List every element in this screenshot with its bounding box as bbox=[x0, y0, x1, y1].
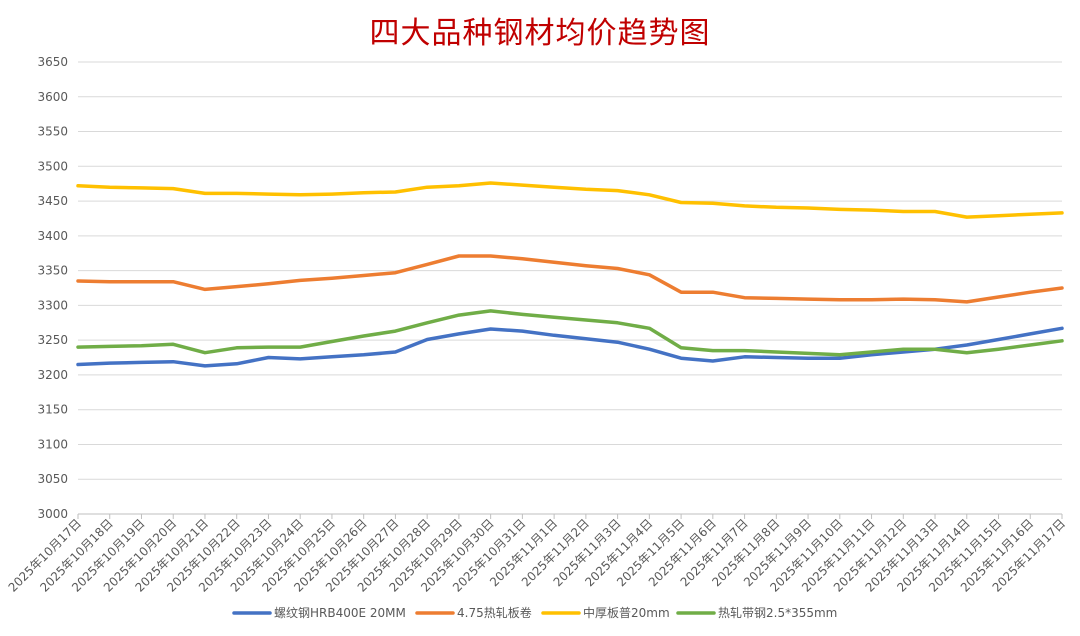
legend-label: 热轧带钢2.5*355mm bbox=[718, 606, 837, 620]
y-tick-label: 3000 bbox=[37, 507, 68, 521]
y-tick-label: 3200 bbox=[37, 368, 68, 382]
series-layer bbox=[76, 181, 1064, 368]
y-tick-label: 3350 bbox=[37, 264, 68, 278]
series-line-2 bbox=[76, 254, 1064, 304]
y-tick-label: 3300 bbox=[37, 298, 68, 312]
legend-label: 4.75热轧板卷 bbox=[457, 605, 532, 620]
y-tick-label: 3550 bbox=[37, 125, 68, 139]
chart-title: 四大品种钢材均价趋势图 bbox=[369, 16, 711, 51]
y-tick-label: 3400 bbox=[37, 229, 68, 243]
y-tick-label: 3600 bbox=[37, 90, 68, 104]
legend-label: 中厚板普20mm bbox=[583, 605, 670, 620]
y-tick-label: 3650 bbox=[37, 55, 68, 69]
series-line-4 bbox=[76, 309, 1064, 357]
legend: 螺纹钢HRB400E 20MM 4.75热轧板卷 中厚板普20mm 热轧带钢2.5*3… bbox=[232, 605, 837, 620]
y-axis: 3000 3050 3100 3150 3200 3250 3300 3350 3400 3450… bbox=[37, 55, 68, 521]
series-line-1 bbox=[76, 326, 1064, 368]
x-axis: 2025年10月17日2025年10月18日2025年10月19日2025年10… bbox=[6, 513, 1068, 595]
legend-label: 螺纹钢HRB400E 20MM bbox=[274, 606, 406, 620]
y-tick-label: 3100 bbox=[37, 437, 68, 451]
series-line-3 bbox=[76, 181, 1064, 219]
grid-layer bbox=[78, 61, 1062, 515]
y-tick-label: 3150 bbox=[37, 403, 68, 417]
y-tick-label: 3250 bbox=[37, 333, 68, 347]
y-tick-label: 3450 bbox=[37, 194, 68, 208]
y-tick-label: 3050 bbox=[37, 472, 68, 486]
y-tick-label: 3500 bbox=[37, 159, 68, 173]
